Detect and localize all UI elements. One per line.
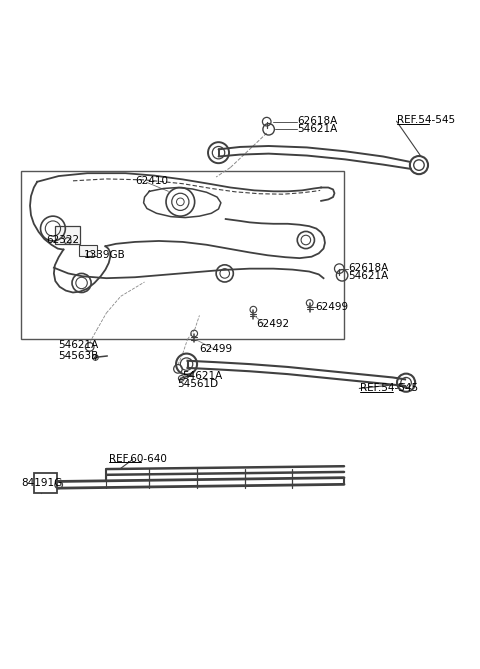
Text: 54621A: 54621A xyxy=(182,371,222,381)
Text: 62410: 62410 xyxy=(135,176,168,186)
Bar xyxy=(34,473,57,493)
Text: 62618A: 62618A xyxy=(297,116,337,126)
Text: 62499: 62499 xyxy=(199,344,233,354)
Text: 54621A: 54621A xyxy=(297,124,337,134)
Text: REF.54-545: REF.54-545 xyxy=(396,115,455,124)
Text: 1339GB: 1339GB xyxy=(84,250,125,260)
Text: 54563B: 54563B xyxy=(58,351,98,361)
Text: 62499: 62499 xyxy=(315,302,348,312)
Text: 54561D: 54561D xyxy=(177,379,218,389)
Bar xyxy=(79,246,97,256)
Bar xyxy=(22,171,344,339)
Text: 54621A: 54621A xyxy=(348,271,388,281)
Text: 62322: 62322 xyxy=(47,235,80,245)
Text: REF.54-545: REF.54-545 xyxy=(360,383,419,393)
Bar xyxy=(55,225,80,244)
Text: 54621A: 54621A xyxy=(59,340,99,350)
Text: 62618A: 62618A xyxy=(348,263,388,273)
Text: 62492: 62492 xyxy=(257,319,290,329)
Text: 84191G: 84191G xyxy=(22,478,63,488)
Text: REF.60-640: REF.60-640 xyxy=(109,454,167,464)
